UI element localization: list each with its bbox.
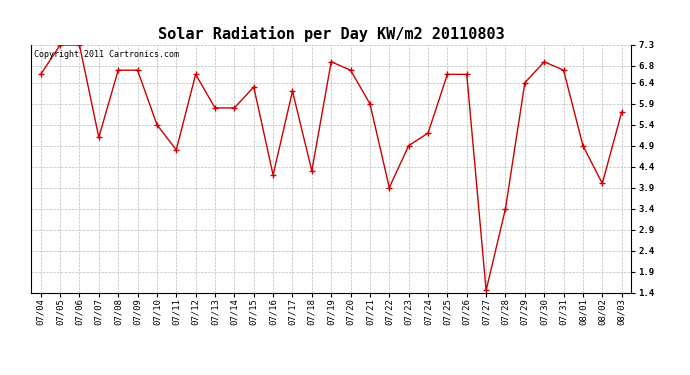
Title: Solar Radiation per Day KW/m2 20110803: Solar Radiation per Day KW/m2 20110803 — [158, 27, 504, 42]
Text: Copyright 2011 Cartronics.com: Copyright 2011 Cartronics.com — [34, 50, 179, 59]
